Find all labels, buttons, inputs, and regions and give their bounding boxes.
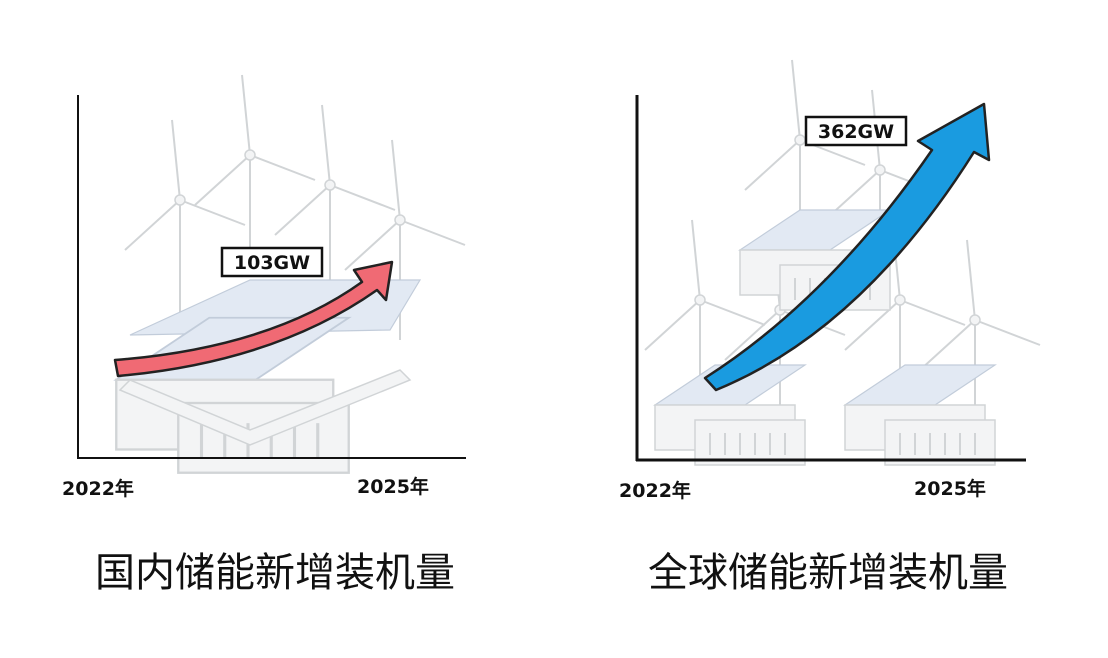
end-label: 2025年 [914, 477, 986, 500]
growth-arrow [113, 260, 394, 378]
growth-arrow [703, 102, 991, 392]
start-label: 2022年 [619, 479, 691, 502]
end-label: 2025年 [357, 475, 429, 498]
panel-title: 全球储能新增装机量 [648, 550, 1008, 596]
start-label: 2022年 [62, 477, 134, 500]
value-box [220, 246, 324, 278]
value-label: 103GW [234, 252, 310, 274]
left-axes [77, 95, 466, 459]
value-label: 362GW [818, 121, 894, 143]
panel-title: 国内储能新增装机量 [95, 550, 455, 596]
value-box [804, 115, 908, 147]
right-axes [635, 95, 1026, 462]
